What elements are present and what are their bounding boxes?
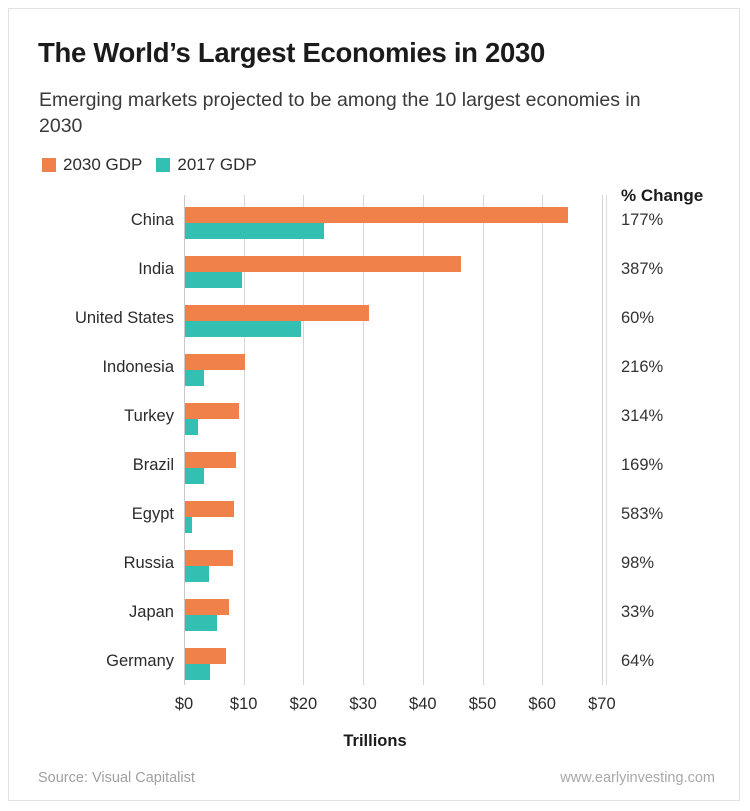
bar-2030 bbox=[185, 648, 226, 664]
chart-legend: 2030 GDP 2017 GDP bbox=[42, 155, 257, 175]
legend-item-2030: 2030 GDP bbox=[42, 155, 142, 175]
pct-column-header: % Change bbox=[621, 186, 704, 205]
legend-item-2017: 2017 GDP bbox=[156, 155, 257, 175]
legend-label-2017: 2017 GDP bbox=[177, 155, 257, 174]
x-tick-label: $0 bbox=[174, 695, 194, 713]
category-label: Brazil bbox=[132, 456, 174, 474]
category-label: Indonesia bbox=[102, 358, 174, 376]
bar-2017 bbox=[185, 272, 242, 288]
gridline bbox=[303, 195, 305, 685]
category-label: Egypt bbox=[131, 505, 174, 523]
bar-2017 bbox=[185, 370, 205, 386]
bar-2017 bbox=[185, 223, 324, 239]
gridline bbox=[422, 195, 424, 685]
x-tick-label: $60 bbox=[528, 695, 556, 713]
bar-2030 bbox=[185, 403, 239, 419]
bar-2030 bbox=[185, 501, 234, 517]
bar-2017 bbox=[185, 664, 211, 680]
x-tick-label: $10 bbox=[229, 695, 258, 713]
category-label: Russia bbox=[123, 554, 174, 572]
bar-2030 bbox=[185, 256, 462, 272]
gridline bbox=[601, 195, 603, 685]
bar-2030 bbox=[185, 599, 229, 615]
page-title: The World’s Largest Economies in 2030 bbox=[38, 37, 545, 68]
bar-2017 bbox=[185, 566, 209, 582]
category-label: United States bbox=[74, 309, 174, 327]
pct-change-value: 583% bbox=[621, 505, 664, 523]
pct-change-value: 387% bbox=[621, 260, 664, 278]
x-tick-label: $30 bbox=[349, 695, 377, 713]
bar-2017 bbox=[185, 517, 193, 533]
category-label: China bbox=[130, 211, 174, 229]
category-label: Japan bbox=[129, 603, 174, 621]
gridline bbox=[363, 195, 365, 685]
pct-change-value: 64% bbox=[621, 652, 655, 670]
category-label: India bbox=[138, 260, 174, 278]
bar-2017 bbox=[185, 468, 205, 484]
chart-card: The World’s Largest Economies in 2030 Em… bbox=[8, 8, 740, 801]
pct-column-divider bbox=[606, 195, 607, 685]
legend-swatch-2030-icon bbox=[42, 158, 56, 172]
category-label: Turkey bbox=[124, 407, 174, 425]
pct-change-value: 216% bbox=[621, 358, 664, 376]
page-subtitle: Emerging markets projected to be among t… bbox=[39, 89, 641, 137]
bar-2030 bbox=[185, 550, 233, 566]
pct-change-value: 33% bbox=[621, 603, 655, 621]
footer-source: Source: Visual Capitalist bbox=[38, 770, 195, 786]
category-label: Germany bbox=[106, 652, 174, 670]
pct-change-value: 177% bbox=[621, 211, 664, 229]
gridline bbox=[243, 195, 245, 685]
gridline bbox=[482, 195, 484, 685]
legend-label-2030: 2030 GDP bbox=[63, 155, 143, 174]
bar-2030 bbox=[185, 305, 370, 321]
footer-website: www.earlyinvesting.com bbox=[560, 770, 715, 786]
bar-2030 bbox=[185, 452, 237, 468]
x-axis-title: Trillions bbox=[343, 732, 407, 750]
gridline bbox=[542, 195, 544, 685]
bar-2017 bbox=[185, 321, 301, 337]
pct-change-value: 98% bbox=[621, 554, 655, 572]
legend-swatch-2017-icon bbox=[156, 158, 171, 172]
x-tick-label: $20 bbox=[289, 695, 318, 713]
pct-change-value: 169% bbox=[621, 456, 664, 474]
bar-2017 bbox=[185, 419, 199, 435]
pct-change-value: 314% bbox=[621, 407, 664, 425]
x-tick-label: $50 bbox=[468, 695, 497, 713]
x-tick-label: $40 bbox=[409, 695, 437, 713]
chart-plot-area: % Change Trillions $0 $10 $20 $30 $40 $50 $60 $… bbox=[9, 9, 741, 802]
bar-2030 bbox=[185, 207, 569, 223]
bar-2030 bbox=[185, 354, 246, 370]
x-tick-label: $70 bbox=[588, 695, 616, 713]
bar-2017 bbox=[185, 615, 218, 631]
x-axis-line bbox=[184, 195, 185, 685]
pct-change-value: 60% bbox=[621, 309, 655, 327]
